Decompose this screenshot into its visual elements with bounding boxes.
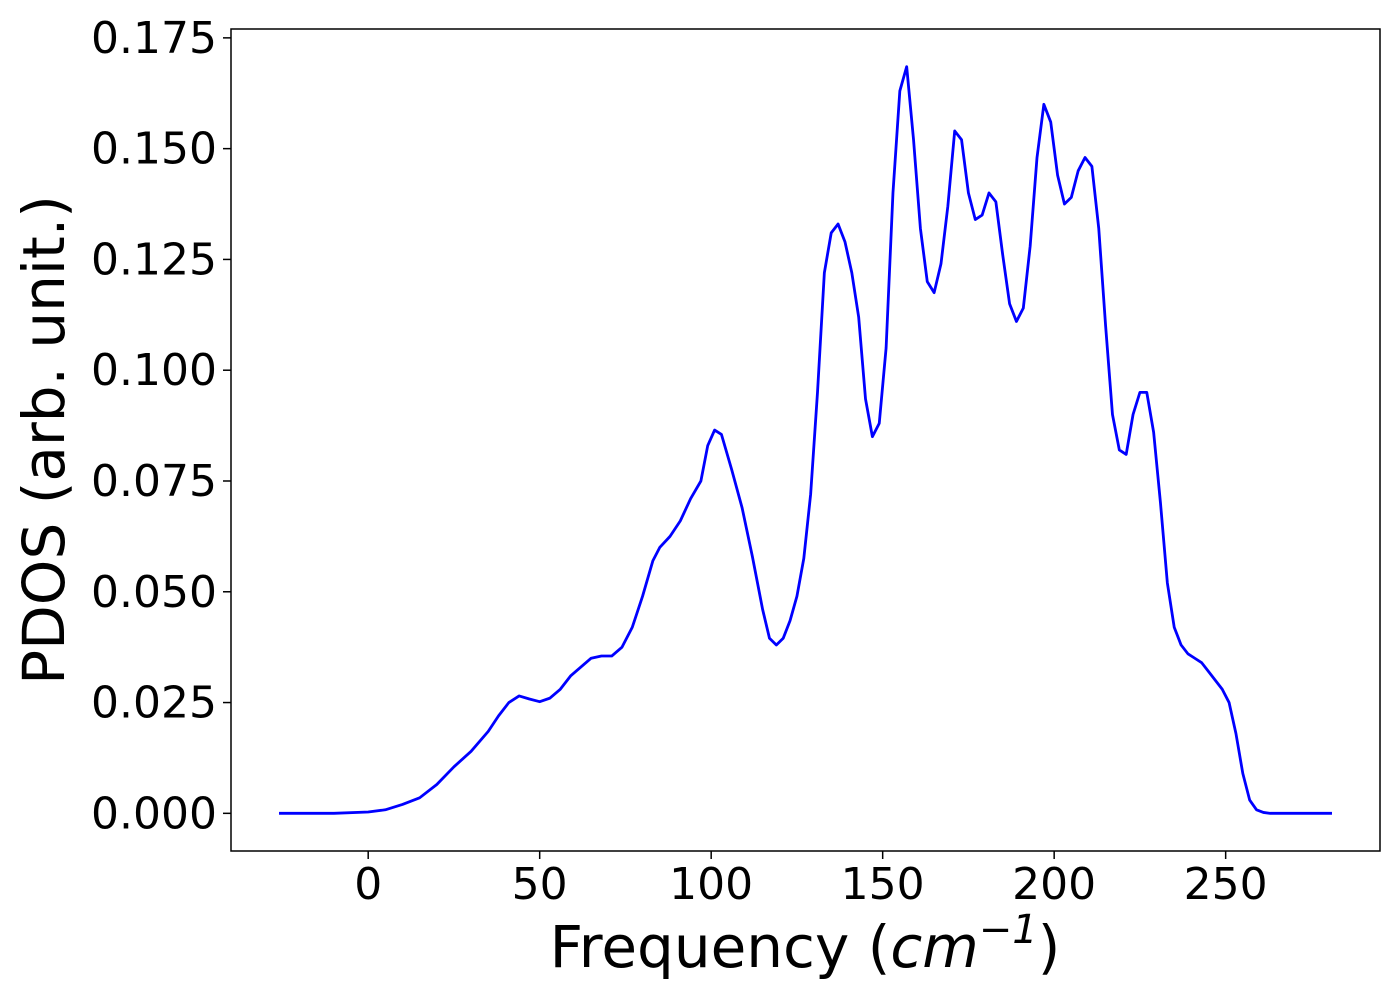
y-tick-label: 0.025 bbox=[91, 678, 217, 729]
x-tick-label: 0 bbox=[354, 859, 382, 910]
x-axis-title-unit: cm bbox=[890, 913, 978, 981]
y-tick-label: 0.100 bbox=[91, 345, 217, 396]
x-axis-title: Frequency (cm−1) bbox=[550, 907, 1061, 981]
y-tick-label: 0.125 bbox=[91, 234, 217, 285]
x-tick-label: 100 bbox=[669, 859, 753, 910]
pdos-series-line bbox=[279, 65, 1332, 815]
y-tick-label: 0.050 bbox=[91, 567, 217, 618]
x-axis-title-prefix: Frequency ( bbox=[550, 913, 891, 981]
x-axis-title-suffix: ) bbox=[1038, 913, 1061, 981]
y-tick-label: 0.150 bbox=[91, 124, 217, 175]
x-tick-label: 250 bbox=[1184, 859, 1268, 910]
x-axis-title-exponent: −1 bbox=[979, 907, 1038, 953]
x-tick-label: 150 bbox=[841, 859, 925, 910]
x-tick-label: 200 bbox=[1012, 859, 1096, 910]
plot-area bbox=[230, 28, 1381, 852]
y-axis-title: PDOS (arb. unit.) bbox=[10, 195, 78, 685]
y-tick-label: 0.075 bbox=[91, 456, 217, 507]
y-axis-ticks: 0.000 0.025 0.050 0.075 0.100 0.125 0.150 0.175 bbox=[91, 13, 231, 839]
y-tick-label: 0.175 bbox=[91, 13, 217, 64]
y-tick-label: 0.000 bbox=[91, 788, 217, 839]
x-axis-ticks: 0 50 100 150 200 250 bbox=[354, 851, 1268, 910]
x-tick-label: 50 bbox=[512, 859, 568, 910]
